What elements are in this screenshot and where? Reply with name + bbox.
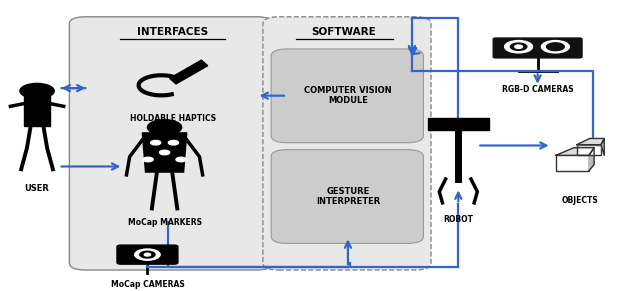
FancyBboxPatch shape <box>271 150 424 244</box>
FancyBboxPatch shape <box>117 245 178 264</box>
Text: OBJECTS: OBJECTS <box>562 196 598 205</box>
Polygon shape <box>142 133 187 172</box>
Text: MoCap MARKERS: MoCap MARKERS <box>127 218 202 227</box>
Circle shape <box>515 45 522 48</box>
Polygon shape <box>589 148 594 171</box>
FancyBboxPatch shape <box>577 145 601 155</box>
Circle shape <box>159 150 170 155</box>
Text: USER: USER <box>24 184 49 193</box>
FancyBboxPatch shape <box>263 17 431 270</box>
Polygon shape <box>170 60 208 84</box>
Polygon shape <box>601 139 604 155</box>
Text: RGB-D CAMERAS: RGB-D CAMERAS <box>502 85 573 94</box>
Circle shape <box>144 253 150 256</box>
Circle shape <box>168 141 179 145</box>
Circle shape <box>135 249 160 260</box>
FancyBboxPatch shape <box>556 155 589 171</box>
Text: ROBOT: ROBOT <box>444 215 474 224</box>
Text: COMPUTER VISION
MODULE: COMPUTER VISION MODULE <box>304 86 392 105</box>
Circle shape <box>547 43 564 51</box>
Polygon shape <box>577 139 604 145</box>
Circle shape <box>150 141 161 145</box>
FancyBboxPatch shape <box>24 95 50 126</box>
Text: SOFTWARE: SOFTWARE <box>312 27 376 37</box>
Text: GESTURE
INTERPRETER: GESTURE INTERPRETER <box>316 187 380 206</box>
Circle shape <box>140 251 155 258</box>
FancyBboxPatch shape <box>69 17 273 270</box>
FancyBboxPatch shape <box>428 118 489 130</box>
Circle shape <box>20 83 54 98</box>
Text: MoCap CAMERAS: MoCap CAMERAS <box>111 279 184 288</box>
Circle shape <box>176 157 186 162</box>
FancyBboxPatch shape <box>271 49 424 143</box>
Text: INTERFACES: INTERFACES <box>137 27 209 37</box>
Circle shape <box>147 120 182 135</box>
Circle shape <box>504 40 532 53</box>
Circle shape <box>541 40 570 53</box>
Polygon shape <box>556 148 594 155</box>
FancyBboxPatch shape <box>493 38 582 58</box>
Circle shape <box>143 157 153 162</box>
Text: HOLDABLE HAPTICS: HOLDABLE HAPTICS <box>130 114 216 123</box>
Circle shape <box>510 43 527 50</box>
